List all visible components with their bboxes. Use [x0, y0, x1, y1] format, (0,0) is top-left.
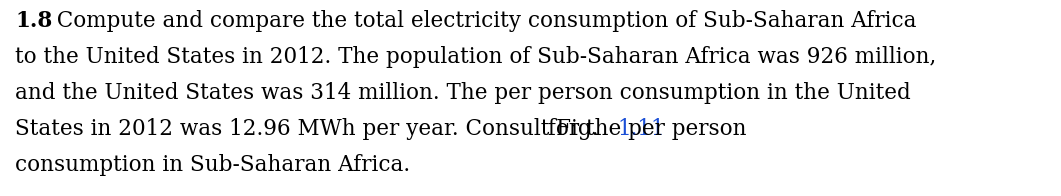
Text: and the United States was 314 million. The per person consumption in the United: and the United States was 314 million. T… — [15, 82, 910, 104]
Text: to the United States in 2012. The population of Sub-Saharan Africa was 926 milli: to the United States in 2012. The popula… — [15, 46, 936, 68]
Text: States in 2012 was 12.96 MWh per year. Consult Fig.: States in 2012 was 12.96 MWh per year. C… — [15, 118, 606, 140]
Text: consumption in Sub-Saharan Africa.: consumption in Sub-Saharan Africa. — [15, 154, 411, 176]
Text: for the per person: for the per person — [541, 118, 746, 140]
Text: Compute and compare the total electricity consumption of Sub-Saharan Africa: Compute and compare the total electricit… — [44, 10, 917, 32]
Text: 1.11: 1.11 — [618, 118, 664, 140]
Text: 1.8: 1.8 — [15, 10, 52, 32]
